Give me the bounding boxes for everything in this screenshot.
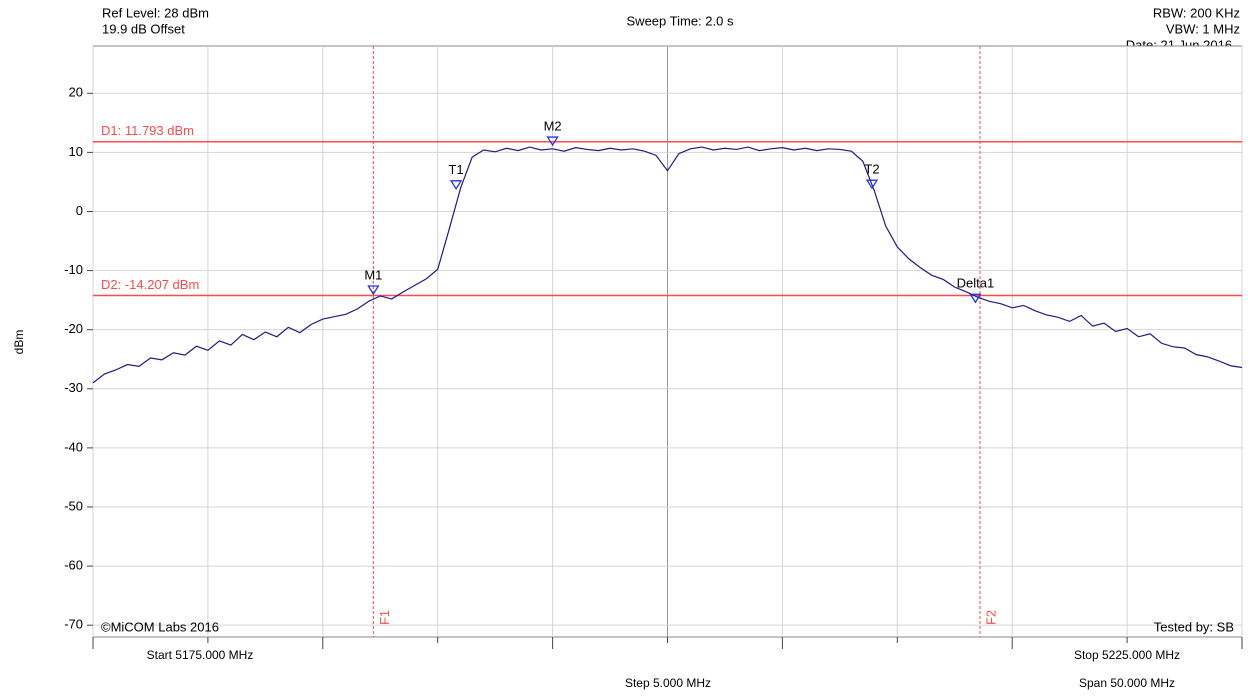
trace [92, 146, 1243, 384]
sweep-time: Sweep Time: 2.0 s [627, 13, 734, 28]
y-axis-label: dBm [12, 330, 26, 355]
span: Span 50.000 MHz [1079, 676, 1175, 690]
marker [367, 285, 380, 296]
y-tick-label: -70 [64, 617, 83, 632]
rbw: RBW: 200 KHz [1153, 5, 1240, 20]
tested-by: Tested by: SB [1154, 619, 1234, 634]
y-tick-label: -20 [64, 321, 83, 336]
y-tick-label: -30 [64, 380, 83, 395]
marker-label: M2 [544, 118, 562, 133]
copyright: ©MiCOM Labs 2016 [101, 619, 219, 634]
y-tick-label: -10 [64, 262, 83, 277]
display-line-label: D1: 11.793 dBm [101, 123, 194, 138]
marker [546, 136, 559, 147]
y-tick-label: -60 [64, 558, 83, 573]
step: Step 5.000 MHz [625, 676, 711, 690]
y-tick-label: -50 [64, 498, 83, 513]
marker-label: T1 [448, 162, 463, 177]
stop-freq: Stop 5225.000 MHz [1074, 648, 1180, 662]
offset: 19.9 dB Offset [102, 21, 185, 36]
marker-label: Delta1 [957, 276, 995, 291]
start-freq: Start 5175.000 MHz [147, 648, 254, 662]
y-tick-label: 0 [76, 203, 83, 218]
marker-label: T2 [864, 162, 879, 177]
marker-label: M1 [364, 267, 382, 282]
marker [449, 180, 463, 191]
y-tick-label: 10 [69, 144, 83, 159]
marker [969, 293, 982, 304]
freq-line-label: F2 [983, 610, 998, 625]
y-tick-label: 20 [69, 85, 83, 100]
ref-level: Ref Level: 28 dBm [102, 5, 209, 20]
display-line-label: D2: -14.207 dBm [101, 277, 199, 292]
freq-line-label: F1 [377, 610, 392, 625]
vbw: VBW: 1 MHz [1166, 21, 1240, 36]
marker [865, 179, 879, 190]
y-tick-label: -40 [64, 439, 83, 454]
